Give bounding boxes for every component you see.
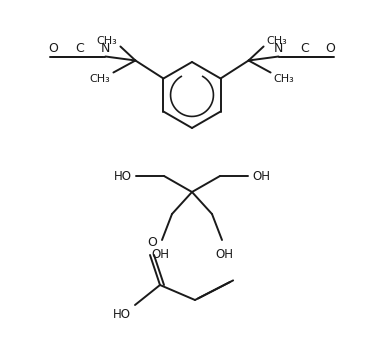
Text: O: O	[147, 236, 157, 249]
Text: OH: OH	[215, 248, 233, 261]
Text: N: N	[101, 43, 110, 56]
Text: N: N	[274, 43, 283, 56]
Text: C: C	[300, 43, 309, 56]
Text: OH: OH	[151, 248, 169, 261]
Text: OH: OH	[252, 169, 270, 182]
Text: O: O	[48, 43, 58, 56]
Text: CH₃: CH₃	[273, 74, 294, 84]
Text: CH₃: CH₃	[97, 35, 118, 46]
Text: HO: HO	[114, 169, 132, 182]
Text: CH₃: CH₃	[266, 35, 287, 46]
Text: CH₃: CH₃	[90, 74, 111, 84]
Text: C: C	[75, 43, 84, 56]
Text: O: O	[326, 43, 336, 56]
Text: HO: HO	[113, 308, 131, 321]
